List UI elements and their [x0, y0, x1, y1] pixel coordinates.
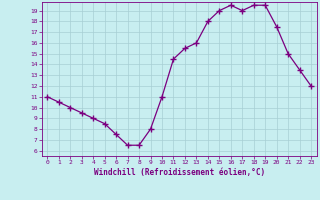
X-axis label: Windchill (Refroidissement éolien,°C): Windchill (Refroidissement éolien,°C) [94, 168, 265, 177]
